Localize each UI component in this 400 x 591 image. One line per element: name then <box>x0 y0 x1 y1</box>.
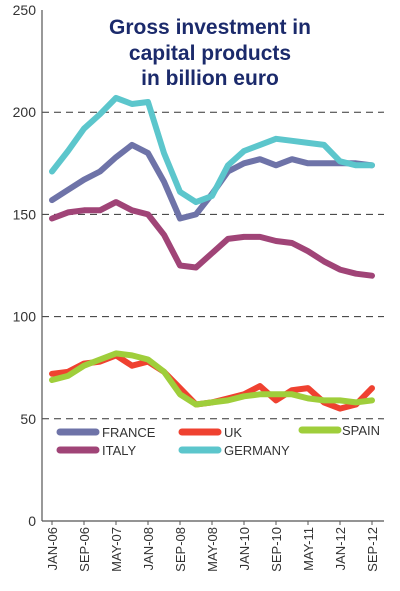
series-line-italy <box>49 199 375 279</box>
title-line-3: in billion euro <box>141 67 279 90</box>
legend-label-spain: SPAIN <box>342 423 380 438</box>
legend-item-france: FRANCE <box>56 425 156 440</box>
x-tick-label: JAN-06 <box>45 527 60 570</box>
legend-label-italy: ITALY <box>102 443 137 458</box>
legend-item-uk: UK <box>178 425 242 440</box>
x-tick-label: MAY-11 <box>301 527 316 571</box>
y-tick-label: 100 <box>13 309 37 325</box>
gridlines <box>42 111 384 420</box>
title-line-1: Gross investment in <box>109 16 311 39</box>
x-tick-label: SEP-06 <box>77 527 92 572</box>
x-tick-label: SEP-10 <box>269 527 284 572</box>
y-tick-label: 200 <box>13 104 37 120</box>
y-tick-label: 50 <box>20 411 36 427</box>
y-tick-label: 250 <box>13 2 37 18</box>
x-tick-labels: JAN-06 SEP-06 MAY-07 JAN-08 SEP-08 MAY-08 JAN-… <box>45 521 380 572</box>
legend-label-france: FRANCE <box>102 425 156 440</box>
legend-item-italy: ITALY <box>56 443 137 458</box>
y-tick-label: 150 <box>13 206 37 222</box>
title-line-2: capital products <box>129 42 291 65</box>
axes <box>41 10 384 522</box>
x-tick-label: SEP-08 <box>173 527 188 572</box>
x-tick-label: MAY-07 <box>109 527 124 572</box>
legend-item-germany: GERMANY <box>178 443 290 458</box>
x-tick-label: JAN-10 <box>237 527 252 570</box>
x-tick-label: JAN-12 <box>333 527 348 570</box>
x-tick-label: MAY-08 <box>205 527 220 572</box>
legend-label-uk: UK <box>224 425 242 440</box>
legend-item-spain: SPAIN <box>298 423 380 438</box>
legend-label-germany: GERMANY <box>224 443 290 458</box>
chart-title: Gross investment in capital products in … <box>109 16 311 90</box>
x-tick-label: JAN-08 <box>141 527 156 570</box>
series-line-germany <box>49 94 375 206</box>
series-lines <box>49 94 375 412</box>
legend: FRANCE UK SPAIN ITALY GERMANY <box>56 423 380 458</box>
y-tick-labels: 0 50 100 150 200 250 <box>13 2 37 529</box>
x-tick-label: SEP-12 <box>365 527 380 572</box>
series-line-spain <box>49 350 375 408</box>
y-tick-label: 0 <box>28 513 36 529</box>
